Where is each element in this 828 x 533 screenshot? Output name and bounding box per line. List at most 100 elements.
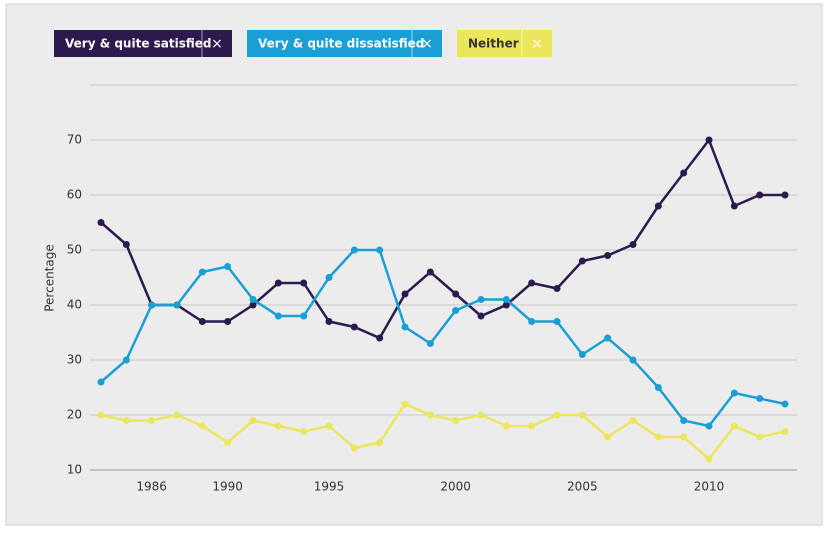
data-point — [249, 296, 257, 303]
x-tick-label: 2005 — [567, 480, 598, 494]
data-point — [730, 422, 738, 430]
data-point — [224, 439, 232, 446]
data-point — [477, 296, 485, 303]
y-tick-label: 60 — [67, 188, 82, 202]
data-point — [705, 422, 713, 430]
data-point — [629, 241, 637, 248]
data-point — [680, 417, 688, 424]
data-point — [401, 323, 409, 331]
legend-item[interactable]: Very & quite satisfied × — [54, 30, 232, 57]
data-point — [224, 318, 232, 325]
y-tick-label: 20 — [67, 408, 82, 422]
data-point — [756, 433, 764, 441]
y-tick-label: 30 — [67, 353, 82, 367]
data-point — [426, 340, 434, 347]
data-point — [350, 246, 358, 254]
x-tick-label: 2000 — [440, 480, 471, 494]
data-point — [680, 169, 688, 177]
legend-label: Very & quite satisfied — [65, 37, 211, 51]
data-point — [528, 422, 536, 430]
data-point — [274, 312, 282, 320]
data-point — [300, 279, 308, 287]
x-tick-label: 1986 — [136, 480, 167, 494]
data-point — [730, 202, 738, 210]
data-point — [426, 411, 434, 419]
data-point — [452, 417, 460, 424]
data-point — [198, 422, 206, 430]
series-line — [100, 248, 786, 428]
data-point — [376, 439, 384, 446]
data-point — [477, 312, 485, 320]
data-point — [730, 389, 738, 397]
data-point — [528, 318, 536, 325]
data-point — [325, 274, 333, 281]
data-point — [781, 428, 789, 435]
data-point — [680, 433, 688, 441]
data-point — [148, 417, 156, 424]
data-point — [604, 334, 612, 342]
legend-close[interactable]: × — [531, 36, 543, 52]
data-point — [553, 285, 561, 292]
data-point — [198, 268, 206, 276]
y-tick-label: 40 — [67, 298, 82, 312]
data-point — [756, 395, 764, 402]
data-point — [300, 428, 308, 435]
data-point — [553, 411, 561, 419]
legend-item[interactable]: Very & quite dissatisfied× — [247, 30, 442, 57]
data-point — [629, 356, 637, 364]
y-tick-label: 50 — [67, 243, 82, 257]
legend-close[interactable]: × — [421, 36, 433, 52]
data-point — [122, 356, 130, 364]
data-point — [502, 301, 510, 309]
data-point — [401, 400, 409, 408]
legend-close[interactable]: × — [211, 36, 223, 52]
data-point — [452, 290, 460, 298]
data-point — [654, 202, 662, 210]
chart-panel — [5, 3, 823, 526]
data-point — [629, 417, 637, 424]
y-tick-label: 10 — [67, 463, 82, 477]
data-point — [224, 263, 232, 270]
data-point — [300, 312, 308, 320]
data-point — [502, 296, 510, 303]
legend-swatch — [247, 30, 442, 57]
y-axis-label: Percentage — [43, 244, 57, 312]
data-point — [249, 301, 257, 309]
data-point — [578, 351, 586, 358]
data-point — [756, 191, 764, 199]
data-point — [401, 290, 409, 298]
data-point — [452, 307, 460, 314]
data-point — [604, 252, 612, 259]
x-tick-label: 1990 — [212, 480, 243, 494]
series-line — [100, 402, 786, 461]
data-point — [578, 257, 586, 265]
data-point — [173, 301, 181, 309]
data-point — [97, 219, 105, 226]
data-point — [528, 279, 536, 287]
data-point — [97, 411, 105, 419]
data-point — [654, 384, 662, 391]
data-point — [502, 422, 510, 430]
y-tick-label: 70 — [67, 133, 82, 147]
legend-swatch — [457, 30, 552, 57]
data-point — [274, 422, 282, 430]
legend-label: Neither — [468, 37, 519, 51]
legend-item[interactable]: Neither × — [457, 30, 552, 57]
data-point — [376, 246, 384, 254]
data-point — [781, 191, 789, 199]
data-point — [578, 411, 586, 419]
data-point — [705, 455, 713, 463]
data-point — [148, 301, 156, 309]
x-tick-label: 2010 — [694, 480, 725, 494]
data-point — [274, 279, 282, 287]
data-point — [122, 241, 130, 248]
data-point — [325, 318, 333, 325]
data-point — [173, 411, 181, 419]
legend-label: Very & quite dissatisfied — [258, 37, 424, 51]
data-point — [249, 417, 257, 424]
data-point — [604, 433, 612, 441]
data-point — [781, 400, 789, 408]
data-point — [376, 334, 384, 342]
